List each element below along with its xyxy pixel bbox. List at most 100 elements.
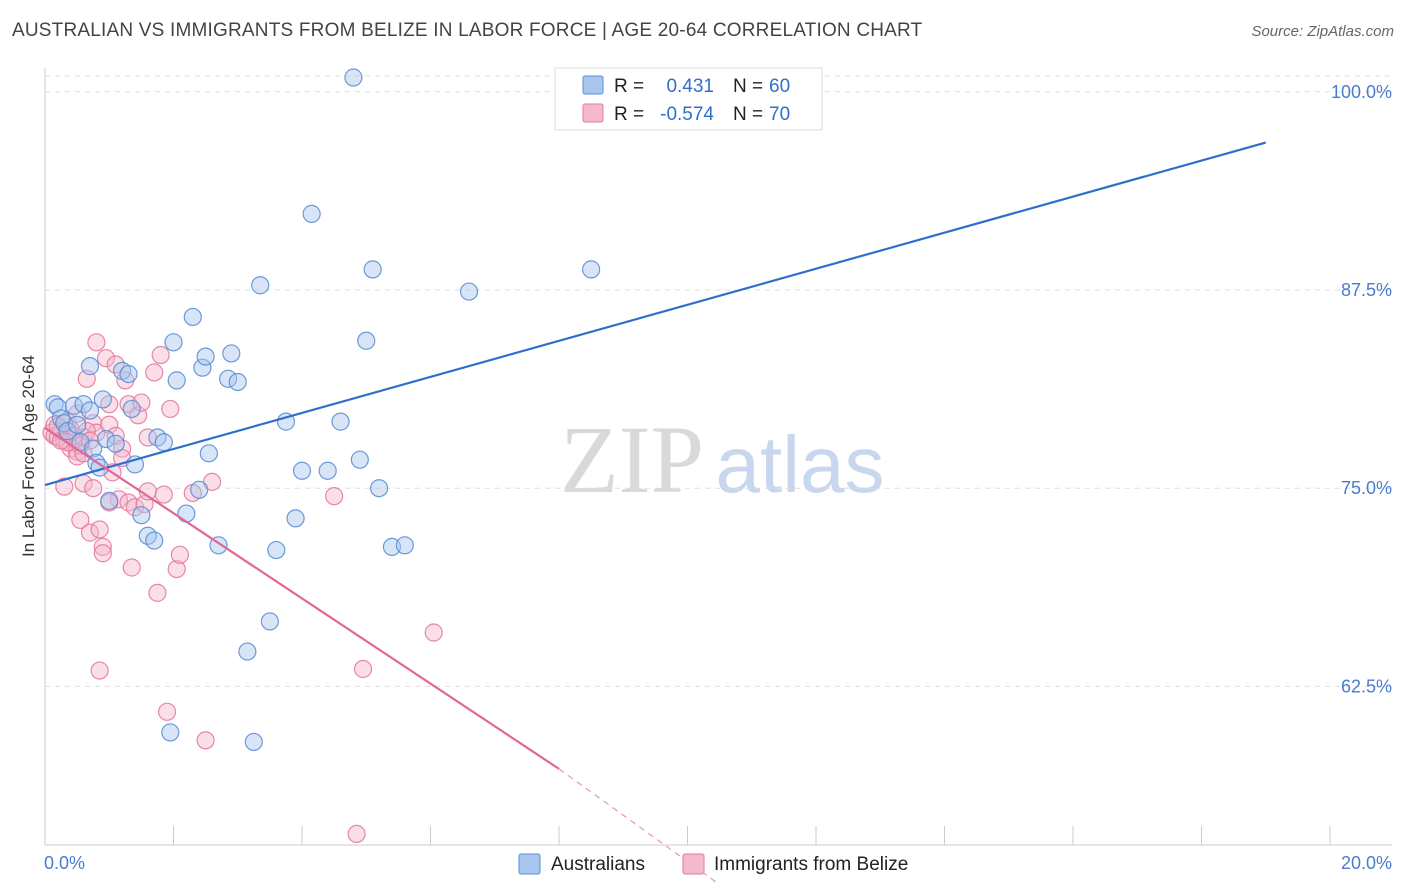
australians-point bbox=[193, 358, 212, 377]
australians-point bbox=[251, 276, 270, 295]
australians-point bbox=[96, 429, 116, 449]
belize-point bbox=[93, 537, 112, 556]
legend-n-label-1: N = bbox=[733, 76, 763, 97]
australians-points bbox=[45, 68, 781, 752]
australians-point bbox=[190, 480, 209, 499]
australians-point bbox=[222, 344, 241, 363]
trend-lines bbox=[44, 141, 1267, 886]
belize-point bbox=[148, 583, 167, 602]
belize-point bbox=[424, 623, 443, 642]
legend-r-value-1: 0.431 bbox=[666, 76, 714, 97]
bottom-legend-australians: Australians bbox=[551, 854, 645, 875]
australians-point bbox=[48, 398, 67, 417]
australians-point bbox=[196, 347, 215, 366]
belize-point bbox=[93, 544, 112, 563]
y-tick-labels: 62.5% 75.0% 87.5% 100.0% bbox=[1331, 82, 1392, 697]
legend-r-label-1: R = bbox=[614, 76, 644, 97]
belize-point bbox=[90, 661, 109, 680]
legend-r-label-2: R = bbox=[614, 104, 644, 125]
bottom-legend-belize: Immigrants from Belize bbox=[714, 854, 908, 875]
belize-point bbox=[353, 659, 373, 679]
legend-swatch-blue bbox=[582, 75, 604, 95]
australians-point bbox=[260, 612, 279, 631]
x-tick-label-max: 20.0% bbox=[1341, 853, 1392, 873]
australians-point bbox=[286, 509, 305, 528]
australians-point bbox=[363, 260, 382, 279]
australians-trend-line bbox=[44, 141, 1267, 487]
bottom-legend-swatch-pink bbox=[682, 853, 705, 875]
australians-point bbox=[80, 401, 100, 420]
australians-point bbox=[244, 732, 263, 752]
australians-point bbox=[395, 536, 414, 555]
belize-point bbox=[77, 422, 96, 441]
australians-point bbox=[344, 68, 363, 87]
watermark: ZIP atlas bbox=[560, 406, 884, 513]
australians-point bbox=[100, 491, 119, 510]
belize-points bbox=[42, 333, 443, 844]
x-axis-ticks bbox=[44, 826, 1331, 845]
australians-point bbox=[199, 444, 218, 463]
y-tick-label: 87.5% bbox=[1341, 280, 1392, 300]
legend-swatch-pink bbox=[582, 103, 604, 123]
australians-point bbox=[331, 412, 350, 431]
belize-point bbox=[132, 393, 151, 412]
belize-point bbox=[55, 477, 74, 496]
australians-point bbox=[318, 461, 337, 480]
australians-point bbox=[177, 504, 196, 523]
belize-point bbox=[325, 487, 344, 506]
legend-r-value-2: -0.574 bbox=[660, 104, 714, 125]
australians-point bbox=[132, 506, 151, 525]
australians-point bbox=[357, 331, 376, 350]
belize-point bbox=[80, 523, 100, 542]
belize-point bbox=[90, 520, 109, 539]
australians-point bbox=[154, 433, 173, 452]
australians-point bbox=[267, 540, 286, 560]
belize-point bbox=[100, 415, 119, 434]
australians-point bbox=[302, 204, 321, 223]
australians-point bbox=[58, 422, 77, 441]
legend-n-label-2: N = bbox=[733, 104, 763, 125]
australians-point bbox=[119, 364, 138, 384]
australians-point bbox=[183, 307, 202, 327]
australians-point bbox=[219, 369, 238, 388]
chart-title: AUSTRALIAN VS IMMIGRANTS FROM BELIZE IN … bbox=[12, 20, 923, 41]
australians-point bbox=[167, 371, 186, 390]
australians-point bbox=[145, 531, 164, 550]
x-tick-label-min: 0.0% bbox=[44, 853, 85, 873]
australians-point bbox=[292, 461, 312, 480]
stats-legend: R = 0.431 N = 60 R = -0.574 N = 70 bbox=[554, 67, 823, 131]
belize-point bbox=[122, 558, 141, 577]
belize-point bbox=[161, 399, 180, 419]
australians-point bbox=[582, 260, 601, 279]
belize-point bbox=[96, 349, 116, 368]
australians-point bbox=[106, 434, 125, 453]
source-credit: Source: ZipAtlas.com bbox=[1251, 23, 1394, 40]
y-axis-label: In Labor Force | Age 20-64 bbox=[19, 355, 38, 557]
belize-point bbox=[347, 824, 366, 844]
watermark-zip: ZIP bbox=[560, 406, 704, 513]
y-tick-label: 62.5% bbox=[1341, 676, 1392, 696]
belize-trend-line bbox=[44, 427, 560, 770]
australians-point bbox=[84, 439, 103, 458]
y-tick-label: 75.0% bbox=[1341, 478, 1392, 498]
australians-point bbox=[80, 357, 100, 376]
australians-point bbox=[122, 399, 141, 419]
australians-point bbox=[68, 415, 87, 434]
belize-point bbox=[145, 363, 164, 382]
legend-n-value-1: 60 bbox=[769, 76, 790, 97]
belize-point bbox=[151, 345, 170, 365]
y-tick-label: 100.0% bbox=[1331, 82, 1392, 102]
belize-point bbox=[157, 702, 177, 721]
australians-point bbox=[228, 372, 247, 392]
australians-point bbox=[350, 450, 369, 469]
legend-n-value-2: 70 bbox=[769, 104, 790, 125]
series-legend: Australians Immigrants from Belize bbox=[518, 853, 908, 875]
watermark-atlas: atlas bbox=[716, 420, 885, 509]
australians-point bbox=[93, 390, 112, 409]
bottom-legend-swatch-blue bbox=[518, 853, 541, 875]
grid-lines bbox=[45, 75, 1392, 687]
belize-point bbox=[154, 485, 173, 504]
belize-point bbox=[196, 731, 215, 750]
australians-point bbox=[370, 479, 389, 498]
